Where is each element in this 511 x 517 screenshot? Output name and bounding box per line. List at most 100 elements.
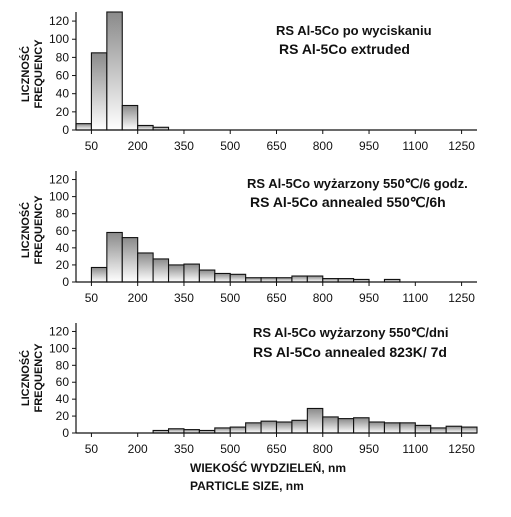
y-tick-label: 120 (49, 324, 69, 338)
y-axis-label-line2: FREQUENCY (33, 343, 45, 413)
histogram-bar (383, 422, 401, 434)
x-tick-label: 500 (220, 139, 240, 153)
y-axis-label-line2: FREQUENCY (33, 195, 45, 265)
histogram-bar (306, 407, 324, 434)
y-axis-ticks: 0 20 40 60 80 100 120 (49, 14, 76, 137)
annotation-line1: RS Al-5Co wyżarzony 550℃/dni (253, 325, 448, 340)
histogram-bar (198, 269, 216, 283)
x-tick-label: 650 (266, 442, 286, 456)
y-tick-label: 20 (56, 105, 70, 119)
histogram-bar (306, 275, 324, 283)
y-axis-label-line2: FREQUENCY (33, 39, 45, 109)
x-tick-label: 800 (313, 291, 333, 305)
y-tick-label: 60 (56, 375, 70, 389)
histogram-bar (245, 422, 262, 434)
x-tick-label: 1100 (402, 442, 428, 456)
y-axis-label-line1: LICZNOŚĆ (19, 350, 32, 406)
histogram-bar (229, 273, 247, 283)
x-tick-label: 350 (174, 442, 194, 456)
x-tick-label: 650 (266, 139, 286, 153)
histogram-bar (399, 422, 416, 434)
histogram-bar (167, 264, 185, 283)
x-tick-label: 950 (359, 139, 379, 153)
histogram-bar (137, 124, 154, 131)
x-axis-ticks: 50 200 350 500 650 800 950 1100 1250 (85, 433, 475, 456)
annotation-line2: RS Al-5Co annealed 823K/ 7d (253, 344, 447, 360)
x-tick-label: 200 (128, 291, 148, 305)
histogram-bar (214, 272, 231, 283)
histogram-bar (245, 277, 262, 283)
y-tick-label: 60 (56, 69, 70, 83)
x-tick-label: 1100 (402, 291, 428, 305)
y-axis-label: LICZNOŚĆ FREQUENCY (19, 195, 45, 265)
x-tick-label: 950 (359, 442, 379, 456)
y-tick-label: 40 (56, 392, 70, 406)
y-tick-label: 100 (49, 341, 69, 355)
x-tick-label: 500 (220, 291, 240, 305)
x-tick-label: 800 (313, 442, 333, 456)
histogram-bar (275, 277, 293, 283)
histogram-bar (167, 428, 185, 434)
annotation-line1: RS Al-5Co po wyciskaniu (276, 23, 432, 38)
panel-extruded: LICZNOŚĆ FREQUENCY 0 20 40 60 80 100 120 50 200… (19, 11, 477, 153)
y-tick-label: 60 (56, 224, 70, 238)
x-tick-label: 1250 (448, 291, 475, 305)
x-tick-label: 500 (220, 442, 240, 456)
histogram-bar (121, 237, 139, 283)
histogram-bar (291, 419, 308, 434)
y-tick-label: 40 (56, 87, 70, 101)
y-axis-ticks: 0 20 40 60 80 100 120 (49, 173, 76, 289)
x-tick-label: 350 (174, 139, 194, 153)
histogram-bar (337, 418, 355, 434)
y-axis-label: LICZNOŚĆ FREQUENCY (19, 343, 45, 413)
y-tick-label: 0 (62, 275, 69, 289)
x-axis-label-line1: WIEKOŚĆ WYDZIELEŃ, nm (190, 460, 346, 475)
y-tick-label: 20 (56, 258, 70, 272)
y-tick-label: 0 (62, 123, 69, 137)
x-tick-label: 50 (85, 442, 99, 456)
histogram-bar (445, 425, 463, 434)
histogram-bar (275, 421, 293, 434)
histogram-bar (137, 252, 154, 283)
y-tick-label: 100 (49, 32, 69, 46)
histogram-bar (121, 104, 139, 131)
y-tick-label: 120 (49, 173, 69, 187)
histogram-bar (461, 426, 478, 434)
y-tick-label: 20 (56, 409, 70, 423)
histogram-bar (152, 258, 170, 283)
x-tick-label: 200 (128, 442, 148, 456)
y-tick-label: 80 (56, 50, 70, 64)
y-tick-label: 100 (49, 190, 69, 204)
x-tick-label: 1250 (448, 442, 475, 456)
x-tick-label: 1250 (448, 139, 475, 153)
x-axis-ticks: 50 200 350 500 650 800 950 1100 1250 (85, 130, 475, 153)
x-tick-label: 50 (85, 291, 99, 305)
annotation-line1: RS Al-5Co wyżarzony 550℃/6 godz. (247, 176, 468, 191)
x-tick-label: 50 (85, 139, 99, 153)
panel-annealed-6h: LICZNOŚĆ FREQUENCY 0 20 40 60 80 100 120 50 200… (19, 171, 477, 305)
y-tick-label: 80 (56, 358, 70, 372)
bars (75, 11, 170, 131)
x-tick-label: 650 (266, 291, 286, 305)
histogram-bar (106, 231, 123, 283)
y-tick-label: 40 (56, 241, 70, 255)
y-tick-label: 80 (56, 207, 70, 221)
x-tick-label: 350 (174, 291, 194, 305)
histogram-bar (75, 123, 92, 131)
histogram-bar (183, 263, 200, 283)
panel-annealed-7d: LICZNOŚĆ FREQUENCY 0 20 40 60 80 100 120 50 200… (19, 323, 478, 493)
x-tick-label: 800 (313, 139, 333, 153)
histogram-bar (430, 427, 447, 434)
y-axis-ticks: 0 20 40 60 80 100 120 (49, 324, 76, 440)
histogram-bar (90, 266, 108, 283)
y-tick-label: 0 (62, 426, 69, 440)
x-tick-label: 1100 (402, 139, 428, 153)
bars (90, 231, 401, 283)
histogram-bar (414, 424, 432, 434)
annotation-line2: RS Al-5Co extruded (279, 41, 410, 57)
histogram-bar (353, 417, 370, 434)
histogram-bar (322, 416, 339, 434)
histogram-bar (106, 11, 123, 131)
x-axis-ticks: 50 200 350 500 650 800 950 1100 1250 (85, 282, 475, 305)
